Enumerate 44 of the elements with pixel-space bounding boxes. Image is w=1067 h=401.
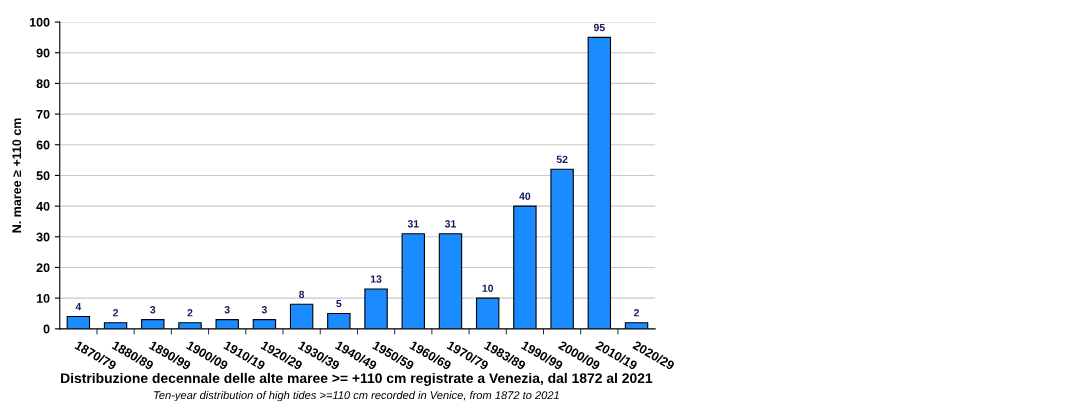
bar — [364, 288, 388, 329]
y-axis-title: N. maree ≥ +110 cm — [12, 118, 22, 233]
bar — [66, 315, 91, 329]
data-label: 8 — [299, 290, 305, 299]
bar — [513, 205, 537, 329]
y-tick-label: 60 — [36, 140, 50, 150]
data-label: 13 — [370, 275, 382, 283]
data-label: 2 — [113, 309, 119, 317]
data-label: 3 — [261, 306, 267, 314]
data-label: 40 — [519, 192, 531, 200]
data-label: 31 — [407, 220, 419, 228]
y-tick-label: 70 — [36, 109, 50, 119]
bar — [178, 322, 202, 329]
data-label: 3 — [224, 306, 230, 314]
data-label: 2 — [634, 309, 640, 317]
bar — [438, 233, 463, 329]
bar — [475, 297, 500, 329]
text: Ten-year distribution of high tides >=110 cm recorded in Venice, from 1872 to 2021 — [154, 390, 559, 401]
data-label: 4 — [75, 303, 82, 311]
y-tick-label: 0 — [43, 324, 50, 334]
bar — [401, 233, 425, 329]
bar — [327, 312, 351, 329]
y-tick-label: 100 — [29, 17, 50, 27]
bar — [550, 168, 574, 329]
data-label: 5 — [336, 299, 342, 308]
bar — [141, 319, 165, 329]
y-tick-label: 10 — [36, 293, 50, 303]
text: Distribuzione decennale delle alte maree >= +110 cm registrate a Venezia, dal 1872 al 2021 — [61, 372, 653, 386]
y-tick-label: 40 — [36, 201, 50, 211]
data-label: 3 — [150, 306, 156, 314]
y-tick-label: 30 — [36, 232, 50, 242]
bar — [587, 36, 612, 329]
y-tick-label: 80 — [36, 79, 50, 89]
bar — [252, 319, 277, 329]
bar — [215, 319, 239, 329]
data-label: 10 — [482, 284, 494, 292]
y-tick-label: 90 — [36, 48, 50, 58]
data-label: 31 — [444, 220, 456, 228]
data-label: 52 — [556, 155, 568, 164]
data-label: 2 — [187, 309, 193, 317]
bar — [289, 303, 314, 329]
y-tick-label: 20 — [36, 263, 50, 273]
data-label: 95 — [593, 23, 605, 32]
y-tick-label: 50 — [36, 171, 50, 181]
